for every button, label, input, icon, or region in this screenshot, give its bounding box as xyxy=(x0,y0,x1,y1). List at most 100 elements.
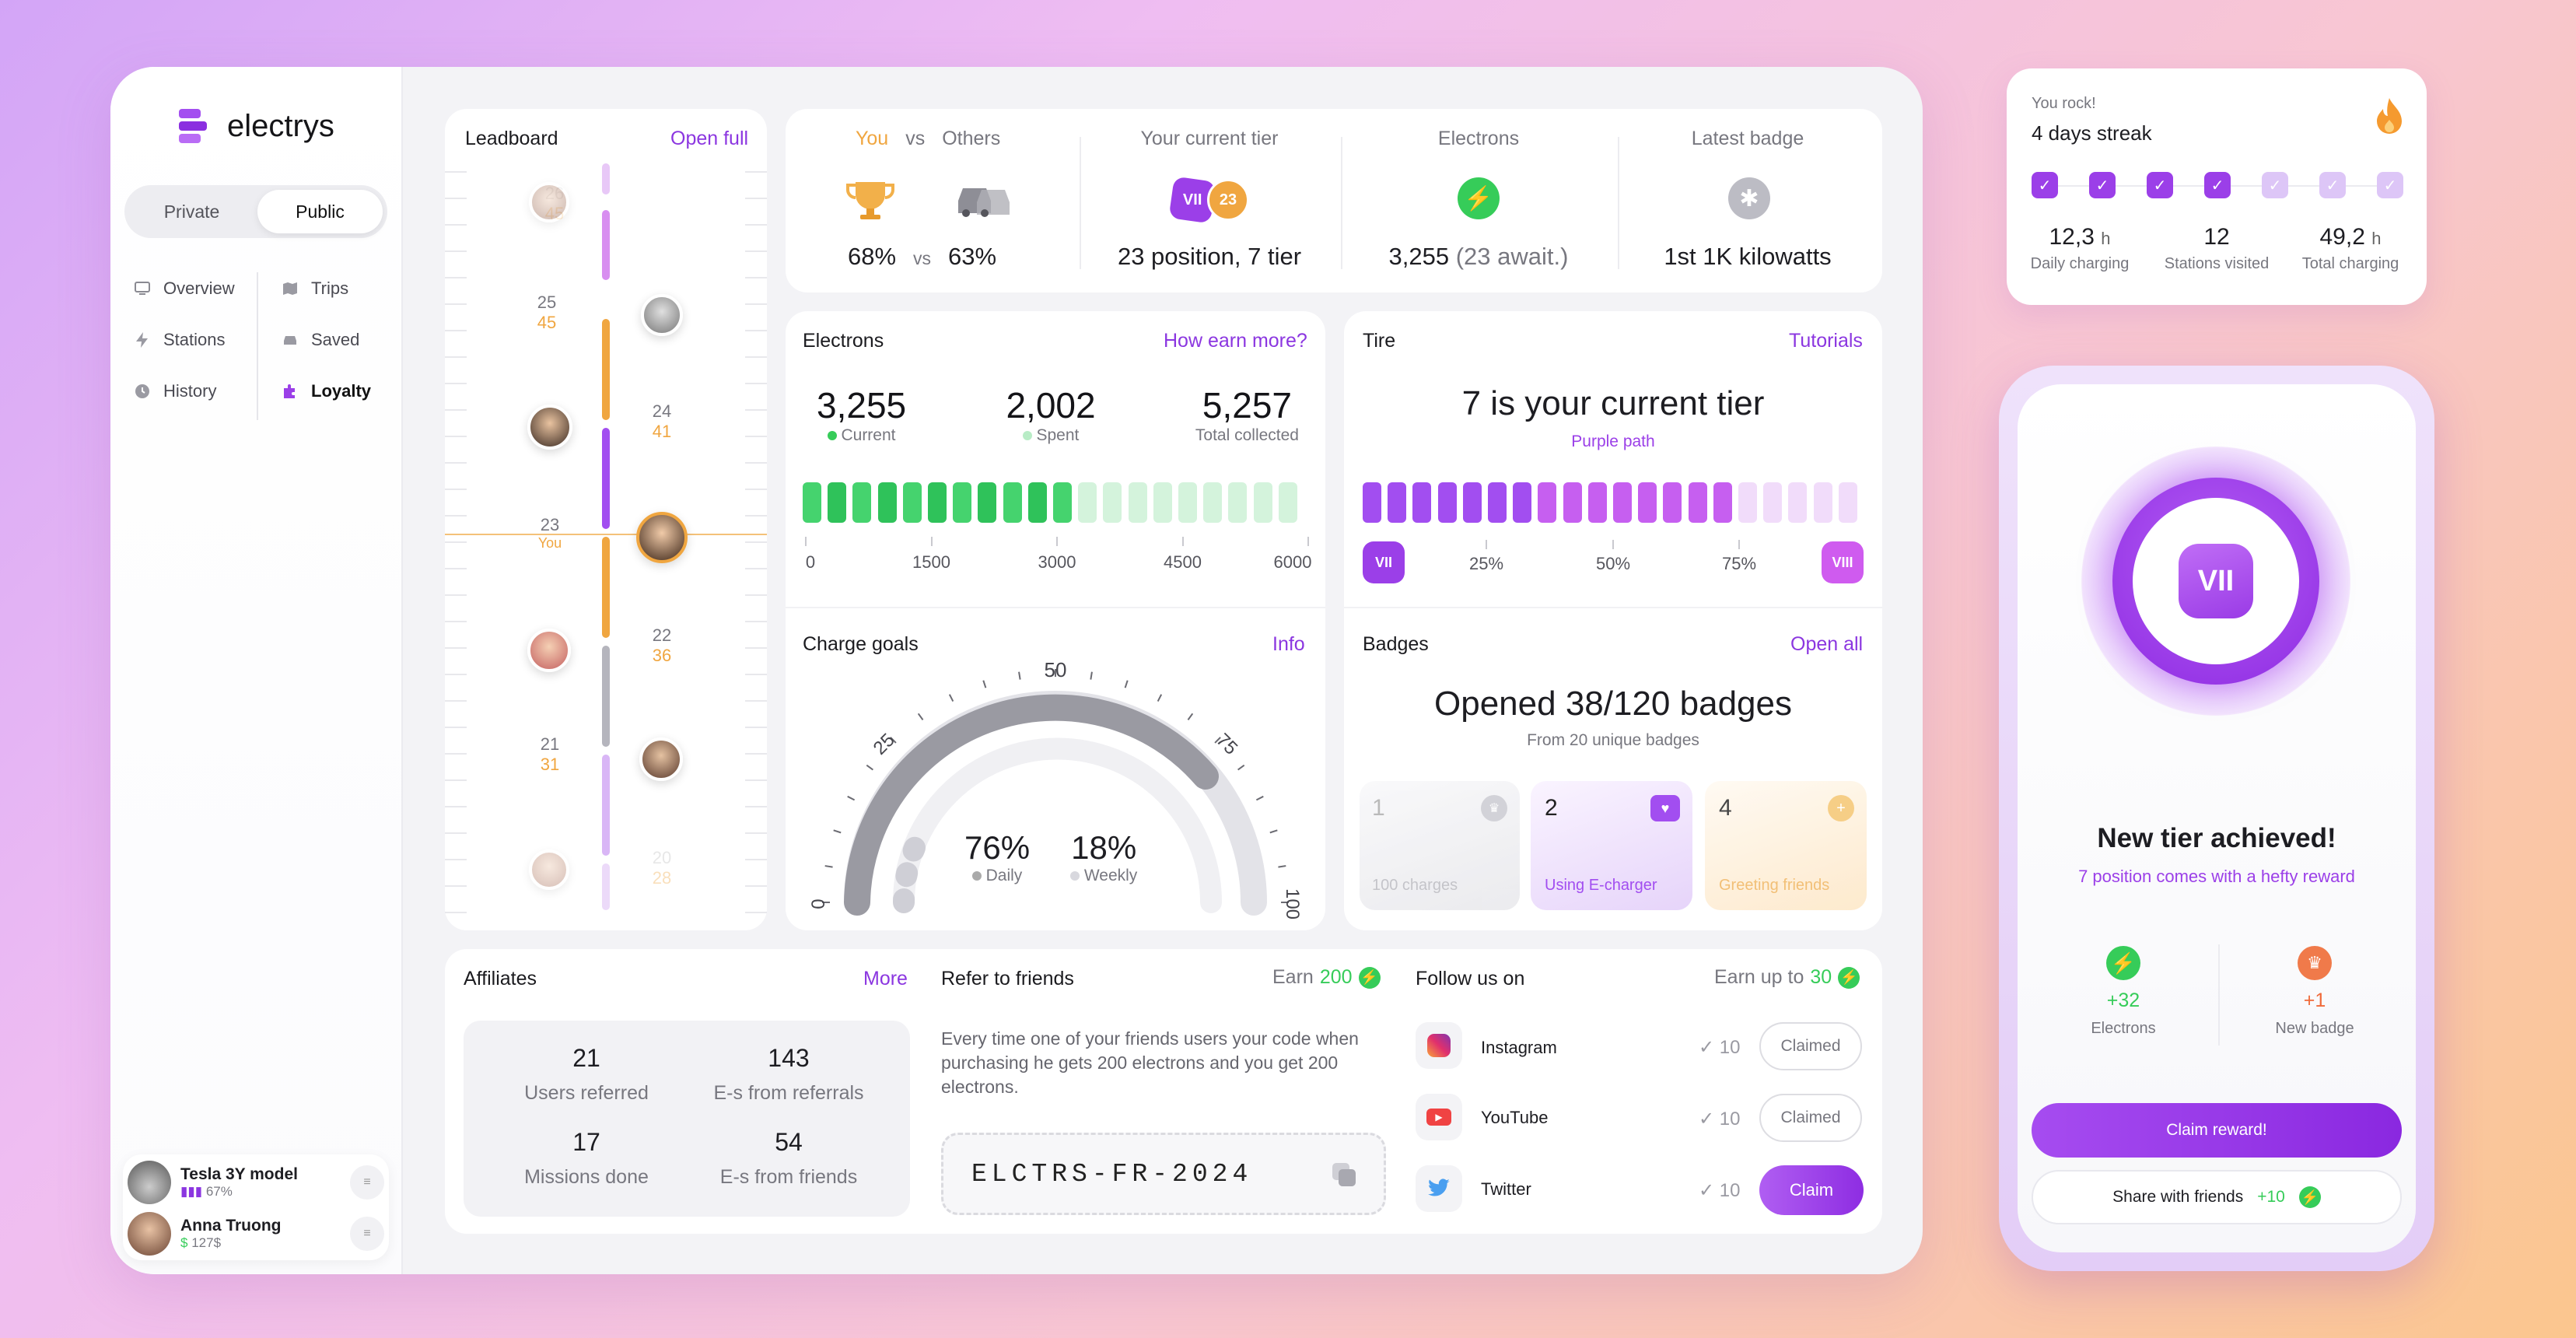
menu-icon[interactable]: ≡ xyxy=(350,1165,384,1200)
leaderboard-row-25: 25 45 xyxy=(520,292,574,333)
avatar[interactable] xyxy=(529,182,569,222)
leaderboard-title: Leadboard xyxy=(465,128,558,149)
leaderboard-open-link[interactable]: Open full xyxy=(670,128,749,149)
copy-icon[interactable] xyxy=(1332,1163,1357,1188)
dollar-icon: $ xyxy=(180,1235,188,1250)
share-button[interactable]: Share with friends +10 ⚡ xyxy=(2032,1170,2402,1224)
crown-icon: ♛ xyxy=(1481,795,1507,821)
app-logo[interactable]: electrys xyxy=(176,107,334,145)
nav-trips[interactable]: Trips xyxy=(282,278,348,299)
tier-segment xyxy=(1488,482,1507,523)
badges-title: Badges xyxy=(1363,633,1429,655)
weekly-value: 18% xyxy=(1071,829,1137,866)
affiliates-more-link[interactable]: More xyxy=(863,968,908,989)
ruler-tick xyxy=(445,356,467,358)
public-tab[interactable]: Public xyxy=(257,190,383,233)
user-avatar xyxy=(128,1212,171,1256)
map-icon xyxy=(283,282,297,295)
instagram-claimed-button[interactable]: Claimed xyxy=(1759,1022,1862,1070)
avatar[interactable] xyxy=(527,405,572,450)
streak-day-2: ✓ xyxy=(2089,172,2116,198)
gauge-tick xyxy=(1090,671,1093,680)
avatar[interactable] xyxy=(641,294,683,336)
you-label: You xyxy=(856,128,889,149)
menu-icon[interactable]: ≡ xyxy=(350,1217,384,1251)
referral-code-box[interactable]: ELCTRS-FR-2024 xyxy=(941,1133,1386,1215)
open-all-link[interactable]: Open all xyxy=(1790,633,1864,655)
ruler-tick xyxy=(445,832,467,834)
axis-label: 0 xyxy=(805,552,816,572)
nav-history[interactable]: History xyxy=(134,381,216,401)
twitter-claim-button[interactable]: Claim xyxy=(1759,1165,1864,1215)
how-earn-link[interactable]: How earn more? xyxy=(1164,330,1307,352)
private-tab[interactable]: Private xyxy=(163,201,220,222)
avatar-you[interactable] xyxy=(636,512,688,563)
electrons-segment xyxy=(902,482,922,523)
reward-badge-label: VII xyxy=(2197,564,2235,597)
tier-progress xyxy=(1363,482,1865,526)
ruler-segment xyxy=(602,210,610,280)
ruler-tick xyxy=(745,383,767,384)
ruler-segment xyxy=(602,163,610,194)
nav-loyalty[interactable]: Loyalty xyxy=(282,381,371,401)
nav-overview[interactable]: Overview xyxy=(134,278,235,299)
badge-value: 1st 1K kilowatts xyxy=(1664,243,1832,270)
gauge-label-0: 0 xyxy=(808,898,829,909)
ruler-tick xyxy=(445,171,467,173)
ruler-tick xyxy=(745,779,767,781)
avatar[interactable] xyxy=(639,737,683,781)
total-value: 5,257 xyxy=(1202,385,1292,426)
ruler-tick xyxy=(445,885,467,887)
bolt-icon: ⚡ xyxy=(2298,1186,2321,1208)
ruler-tick xyxy=(445,224,467,226)
electrons-axis: 0 1500 3000 4500 6000 xyxy=(805,537,1311,576)
ruler-tick xyxy=(745,674,767,675)
others-label: Others xyxy=(942,128,1001,149)
vehicle-item[interactable]: Tesla 3Y model ▮▮▮ 67% ≡ xyxy=(128,1159,384,1206)
info-link[interactable]: Info xyxy=(1272,633,1305,655)
car-icon xyxy=(284,336,296,345)
battery-icon: ▮▮▮ xyxy=(180,1184,203,1199)
badge-label: Greeting friends xyxy=(1719,877,1830,894)
score: 36 xyxy=(652,646,672,665)
badge-tile-charges[interactable]: 1 ♛ 100 charges xyxy=(1360,781,1520,910)
nav-stations[interactable]: Stations xyxy=(134,330,226,350)
gauge-tick xyxy=(866,764,873,771)
social-points: ✓ 10 xyxy=(1699,1037,1741,1058)
nav-saved[interactable]: Saved xyxy=(282,330,359,350)
tier-segment xyxy=(1462,482,1482,523)
ruler-tick xyxy=(445,700,467,702)
avatar[interactable] xyxy=(527,629,571,672)
points: 10 xyxy=(1719,1037,1741,1058)
ruler-segment xyxy=(602,755,610,856)
tier-segment xyxy=(1713,482,1732,523)
ruler-segment xyxy=(602,863,610,910)
tutorials-link[interactable]: Tutorials xyxy=(1789,330,1863,352)
ruler-tick xyxy=(445,647,467,649)
claim-reward-button[interactable]: Claim reward! xyxy=(2032,1103,2402,1158)
tier-segment xyxy=(1538,482,1557,523)
gauge-tick xyxy=(1237,764,1245,771)
points: 10 xyxy=(1719,1109,1741,1130)
avatar[interactable] xyxy=(529,849,569,890)
electrons-segment xyxy=(828,482,847,523)
gauge-label-50: 50 xyxy=(1045,658,1067,681)
youtube-claimed-button[interactable]: Claimed xyxy=(1759,1094,1862,1142)
electrons-segment xyxy=(928,482,947,523)
badge-tile-echarger[interactable]: 2 ♥ Using E-charger xyxy=(1531,781,1692,910)
gauge-tick xyxy=(847,795,856,801)
gauge-tick xyxy=(824,865,833,868)
tier-tick xyxy=(1486,540,1487,549)
leaderboard-row-20: 20 28 xyxy=(635,848,689,888)
tier-card-title: Tire xyxy=(1363,330,1396,352)
electrons-segment xyxy=(1153,482,1172,523)
badge-tile-friends[interactable]: 4 + Greeting friends xyxy=(1705,781,1867,910)
nav-label: Stations xyxy=(163,330,226,349)
position-badge-label: 23 xyxy=(1219,191,1237,208)
cars-icon xyxy=(958,188,1010,217)
share-bonus: +10 xyxy=(2257,1188,2285,1206)
user-item[interactable]: Anna Truong $ 127$ ≡ xyxy=(128,1210,384,1257)
electrons-segment xyxy=(1253,482,1272,523)
axis-tick xyxy=(1307,537,1309,546)
youtube-icon: ▶ xyxy=(1416,1094,1462,1140)
